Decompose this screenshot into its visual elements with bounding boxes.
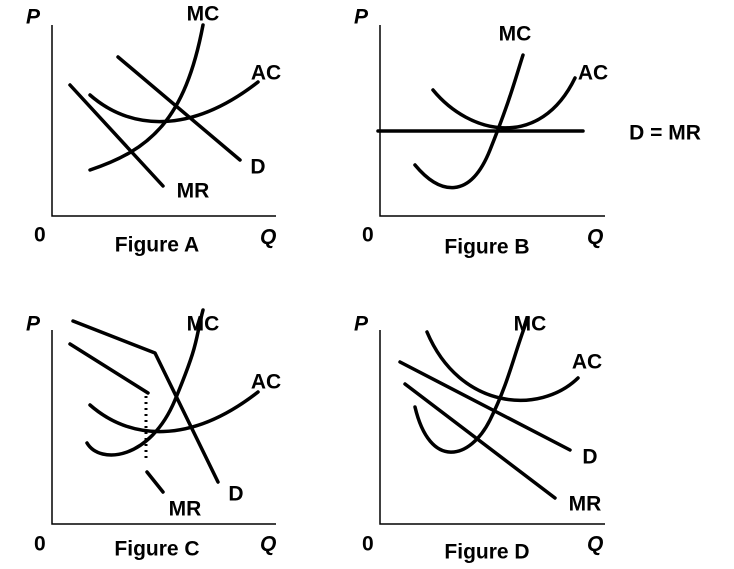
mr-line [403, 382, 557, 500]
curve-label: D [228, 483, 243, 506]
x-axis-label: Q [260, 226, 276, 249]
curve-label: MC [514, 313, 547, 336]
curve-label: AC [578, 62, 608, 85]
mr-line [145, 470, 165, 494]
d-line [71, 319, 220, 484]
y-axis-label: P [26, 313, 41, 336]
axes [51, 25, 276, 217]
origin-label: 0 [34, 224, 46, 247]
curve-label: MC [499, 23, 532, 46]
figure-c: P 0 Q Figure C MC AC D MR [26, 308, 281, 561]
curve-label: MR [169, 498, 202, 521]
figure-d: P 0 Q Figure D MC AC D MR [354, 313, 605, 564]
x-axis-label: Q [260, 533, 276, 556]
ac-curve [425, 330, 580, 403]
origin-label: 0 [362, 533, 374, 556]
curve-label: D = MR [629, 122, 701, 145]
axes [51, 330, 276, 525]
d-line [116, 55, 242, 162]
mc-curve [413, 316, 530, 454]
caption: Figure C [114, 538, 199, 561]
caption: Figure B [444, 236, 529, 259]
mr-line [68, 83, 165, 188]
x-axis-label: Q [587, 226, 603, 249]
ac-curve [88, 390, 260, 434]
y-axis-label: P [354, 313, 369, 336]
mc-curve [88, 23, 205, 172]
origin-label: 0 [34, 533, 46, 556]
mc-curve [85, 308, 205, 457]
d-line [398, 360, 572, 452]
figure-b: P 0 Q Figure B MC AC D = MR [354, 6, 701, 259]
curve-label: MR [177, 180, 210, 203]
axes [379, 25, 605, 217]
caption: Figure D [444, 541, 529, 564]
origin-label: 0 [362, 224, 374, 247]
y-axis-label: P [26, 6, 41, 29]
curve-label: MC [187, 3, 220, 26]
figure-a: P 0 Q Figure A MC AC D MR [26, 3, 281, 257]
curve-label: D [250, 156, 265, 179]
ac-curve [431, 76, 577, 130]
curve-label: MR [569, 493, 602, 516]
curve-label: MC [187, 313, 220, 336]
y-axis-label: P [354, 6, 369, 29]
mr-line [68, 342, 150, 395]
curve-label: D [582, 446, 597, 469]
curve-label: AC [251, 62, 281, 85]
ac-curve [88, 80, 260, 124]
mc-curve [413, 53, 525, 190]
curve-label: AC [251, 371, 281, 394]
x-axis-label: Q [587, 533, 603, 556]
curve-label: AC [572, 351, 602, 374]
axes [379, 330, 605, 525]
caption: Figure A [115, 234, 199, 257]
